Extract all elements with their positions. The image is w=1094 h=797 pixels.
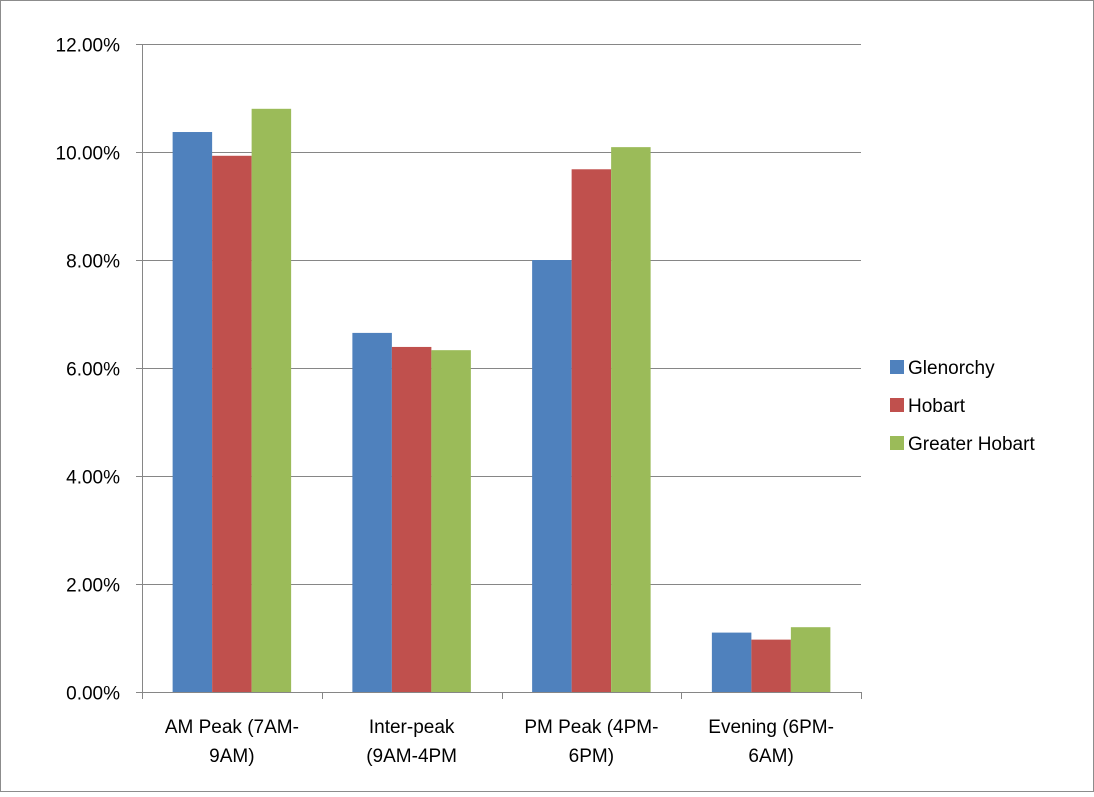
legend-swatch	[890, 360, 904, 374]
y-tick-label: 4.00%	[66, 468, 120, 489]
legend-swatch	[890, 398, 904, 412]
bar-glenorchy	[711, 632, 752, 692]
bar-greater-hobart	[251, 108, 292, 693]
legend: Glenorchy Hobart Greater Hobart	[890, 358, 1035, 455]
y-tick-label: 2.00%	[66, 576, 120, 597]
bar-hobart	[751, 639, 791, 692]
bar-hobart	[212, 155, 252, 692]
x-tick-label: AM Peak (7AM-9AM)	[165, 717, 299, 767]
bars	[172, 108, 831, 693]
y-tick-label: 6.00%	[66, 360, 120, 381]
bar-greater-hobart	[431, 350, 471, 692]
bar-glenorchy	[352, 332, 392, 692]
legend-label: Glenorchy	[908, 358, 995, 379]
axes: 0.00% 2.00% 4.00% 6.00% 8.00% 10.00% 12.00% AM …	[56, 36, 862, 767]
bar-hobart	[571, 169, 612, 692]
y-tick-label: 10.00%	[56, 144, 121, 165]
bar-glenorchy	[172, 132, 213, 692]
x-tick-label: Evening (6PM-6AM)	[708, 717, 834, 767]
legend-label: Greater Hobart	[908, 434, 1035, 455]
bar-greater-hobart	[790, 627, 831, 692]
y-tick-label: 0.00%	[66, 684, 120, 705]
legend-swatch	[890, 436, 904, 450]
y-tick-label: 8.00%	[66, 252, 120, 273]
x-tick-label: Inter-peak (9AM-4PM	[366, 717, 457, 767]
legend-label: Hobart	[908, 396, 966, 417]
y-tick-label: 12.00%	[56, 36, 121, 57]
bar-greater-hobart	[611, 147, 651, 692]
bar-glenorchy	[532, 260, 572, 692]
bar-hobart	[391, 346, 432, 692]
x-tick-label: PM Peak (4PM-6PM)	[524, 717, 658, 767]
